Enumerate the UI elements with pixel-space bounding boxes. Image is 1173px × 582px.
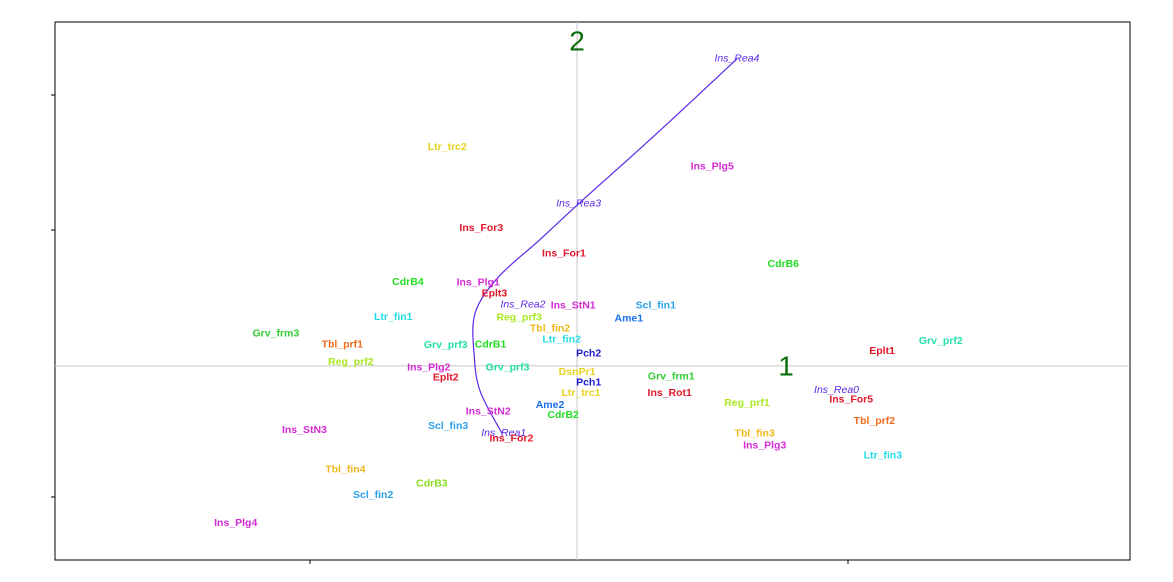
point-label: Scl_fin1 [636, 299, 676, 311]
point-label: Grv_frm3 [253, 328, 300, 340]
trajectory-point-label: Ins_Rea4 [714, 53, 759, 65]
point-label: Grv_prf3 [486, 361, 530, 373]
point-label: Ins_StN2 [466, 405, 511, 417]
point-label: DsnPr1 [559, 366, 596, 378]
point-label: Tbl_fin2 [530, 322, 570, 334]
trajectory-point-label: Ins_Rea1 [481, 427, 526, 439]
point-label: CdrB1 [475, 339, 507, 351]
plot-frame [54, 21, 1131, 561]
x-axis-ticks [309, 560, 849, 564]
point-labels: Ltr_trc2 Ins_Plg5 Ins_For3 Ins_For1 CdrB6 Cdr… [214, 141, 963, 529]
y-axis-ticks [51, 94, 55, 498]
point-label: Scl_fin2 [353, 489, 393, 501]
point-label: Grv_frm1 [648, 371, 695, 383]
trajectory-point-label: Ins_Rea3 [556, 198, 601, 210]
point-label: Tbl_fin4 [325, 464, 365, 476]
axis-1-label: 1 [778, 350, 794, 381]
point-label: Ame2 [536, 399, 565, 411]
point-label: Tbl_prf2 [854, 415, 896, 427]
point-label: Ltr_fin2 [542, 333, 581, 345]
point-label: Reg_prf1 [724, 397, 770, 409]
point-label: CdrB6 [767, 258, 799, 270]
point-label: Ame1 [614, 313, 643, 325]
point-label: Grv_prf2 [919, 335, 963, 347]
point-label: Ins_For2 [490, 433, 534, 445]
point-label: Scl_fin3 [428, 420, 468, 432]
point-label: Tbl_prf1 [322, 339, 364, 351]
point-label: Ins_StN1 [551, 299, 596, 311]
point-label: Ltr_trc2 [428, 141, 467, 153]
trajectory-point-label: Ins_Rea2 [501, 299, 546, 311]
point-label: Eplt1 [869, 345, 895, 357]
point-label: CdrB2 [547, 409, 579, 421]
point-label: Ins_Plg1 [457, 277, 500, 289]
trajectory-labels: Ins_Rea4 Ins_Rea3 Ins_Rea2 Ins_Rea1 Ins_Rea0 [481, 53, 859, 439]
point-label: Ltr_fin1 [374, 311, 413, 323]
point-label: Ins_Plg4 [214, 517, 257, 529]
trajectory-curve [472, 58, 738, 434]
point-label: Ins_Plg2 [407, 361, 450, 373]
trajectory-point-label: Ins_Rea0 [814, 384, 859, 396]
point-label: Ins_StN3 [282, 424, 327, 436]
point-label: Eplt3 [482, 288, 508, 300]
point-label: Ins_For5 [829, 393, 873, 405]
point-label: CdrB3 [416, 477, 448, 489]
point-label: Ins_For1 [542, 248, 586, 260]
point-label: Pch1 [576, 376, 601, 388]
point-label: Ins_Rot1 [648, 387, 693, 399]
point-label: Ltr_fin3 [864, 450, 903, 462]
axis-2-label: 2 [569, 25, 585, 56]
point-label: Pch2 [576, 347, 601, 359]
point-label: Ins_Plg5 [691, 160, 734, 172]
point-label: Ltr_trc1 [561, 387, 600, 399]
point-label: Ins_For3 [459, 222, 503, 234]
point-label: Ins_Plg3 [743, 440, 786, 452]
point-label: Reg_prf3 [496, 311, 542, 323]
point-label: Reg_prf2 [328, 356, 374, 368]
point-label: Tbl_fin3 [735, 428, 775, 440]
point-label: CdrB4 [392, 276, 424, 288]
point-label: Grv_prf3 [424, 339, 468, 351]
point-label: Eplt2 [433, 372, 459, 384]
